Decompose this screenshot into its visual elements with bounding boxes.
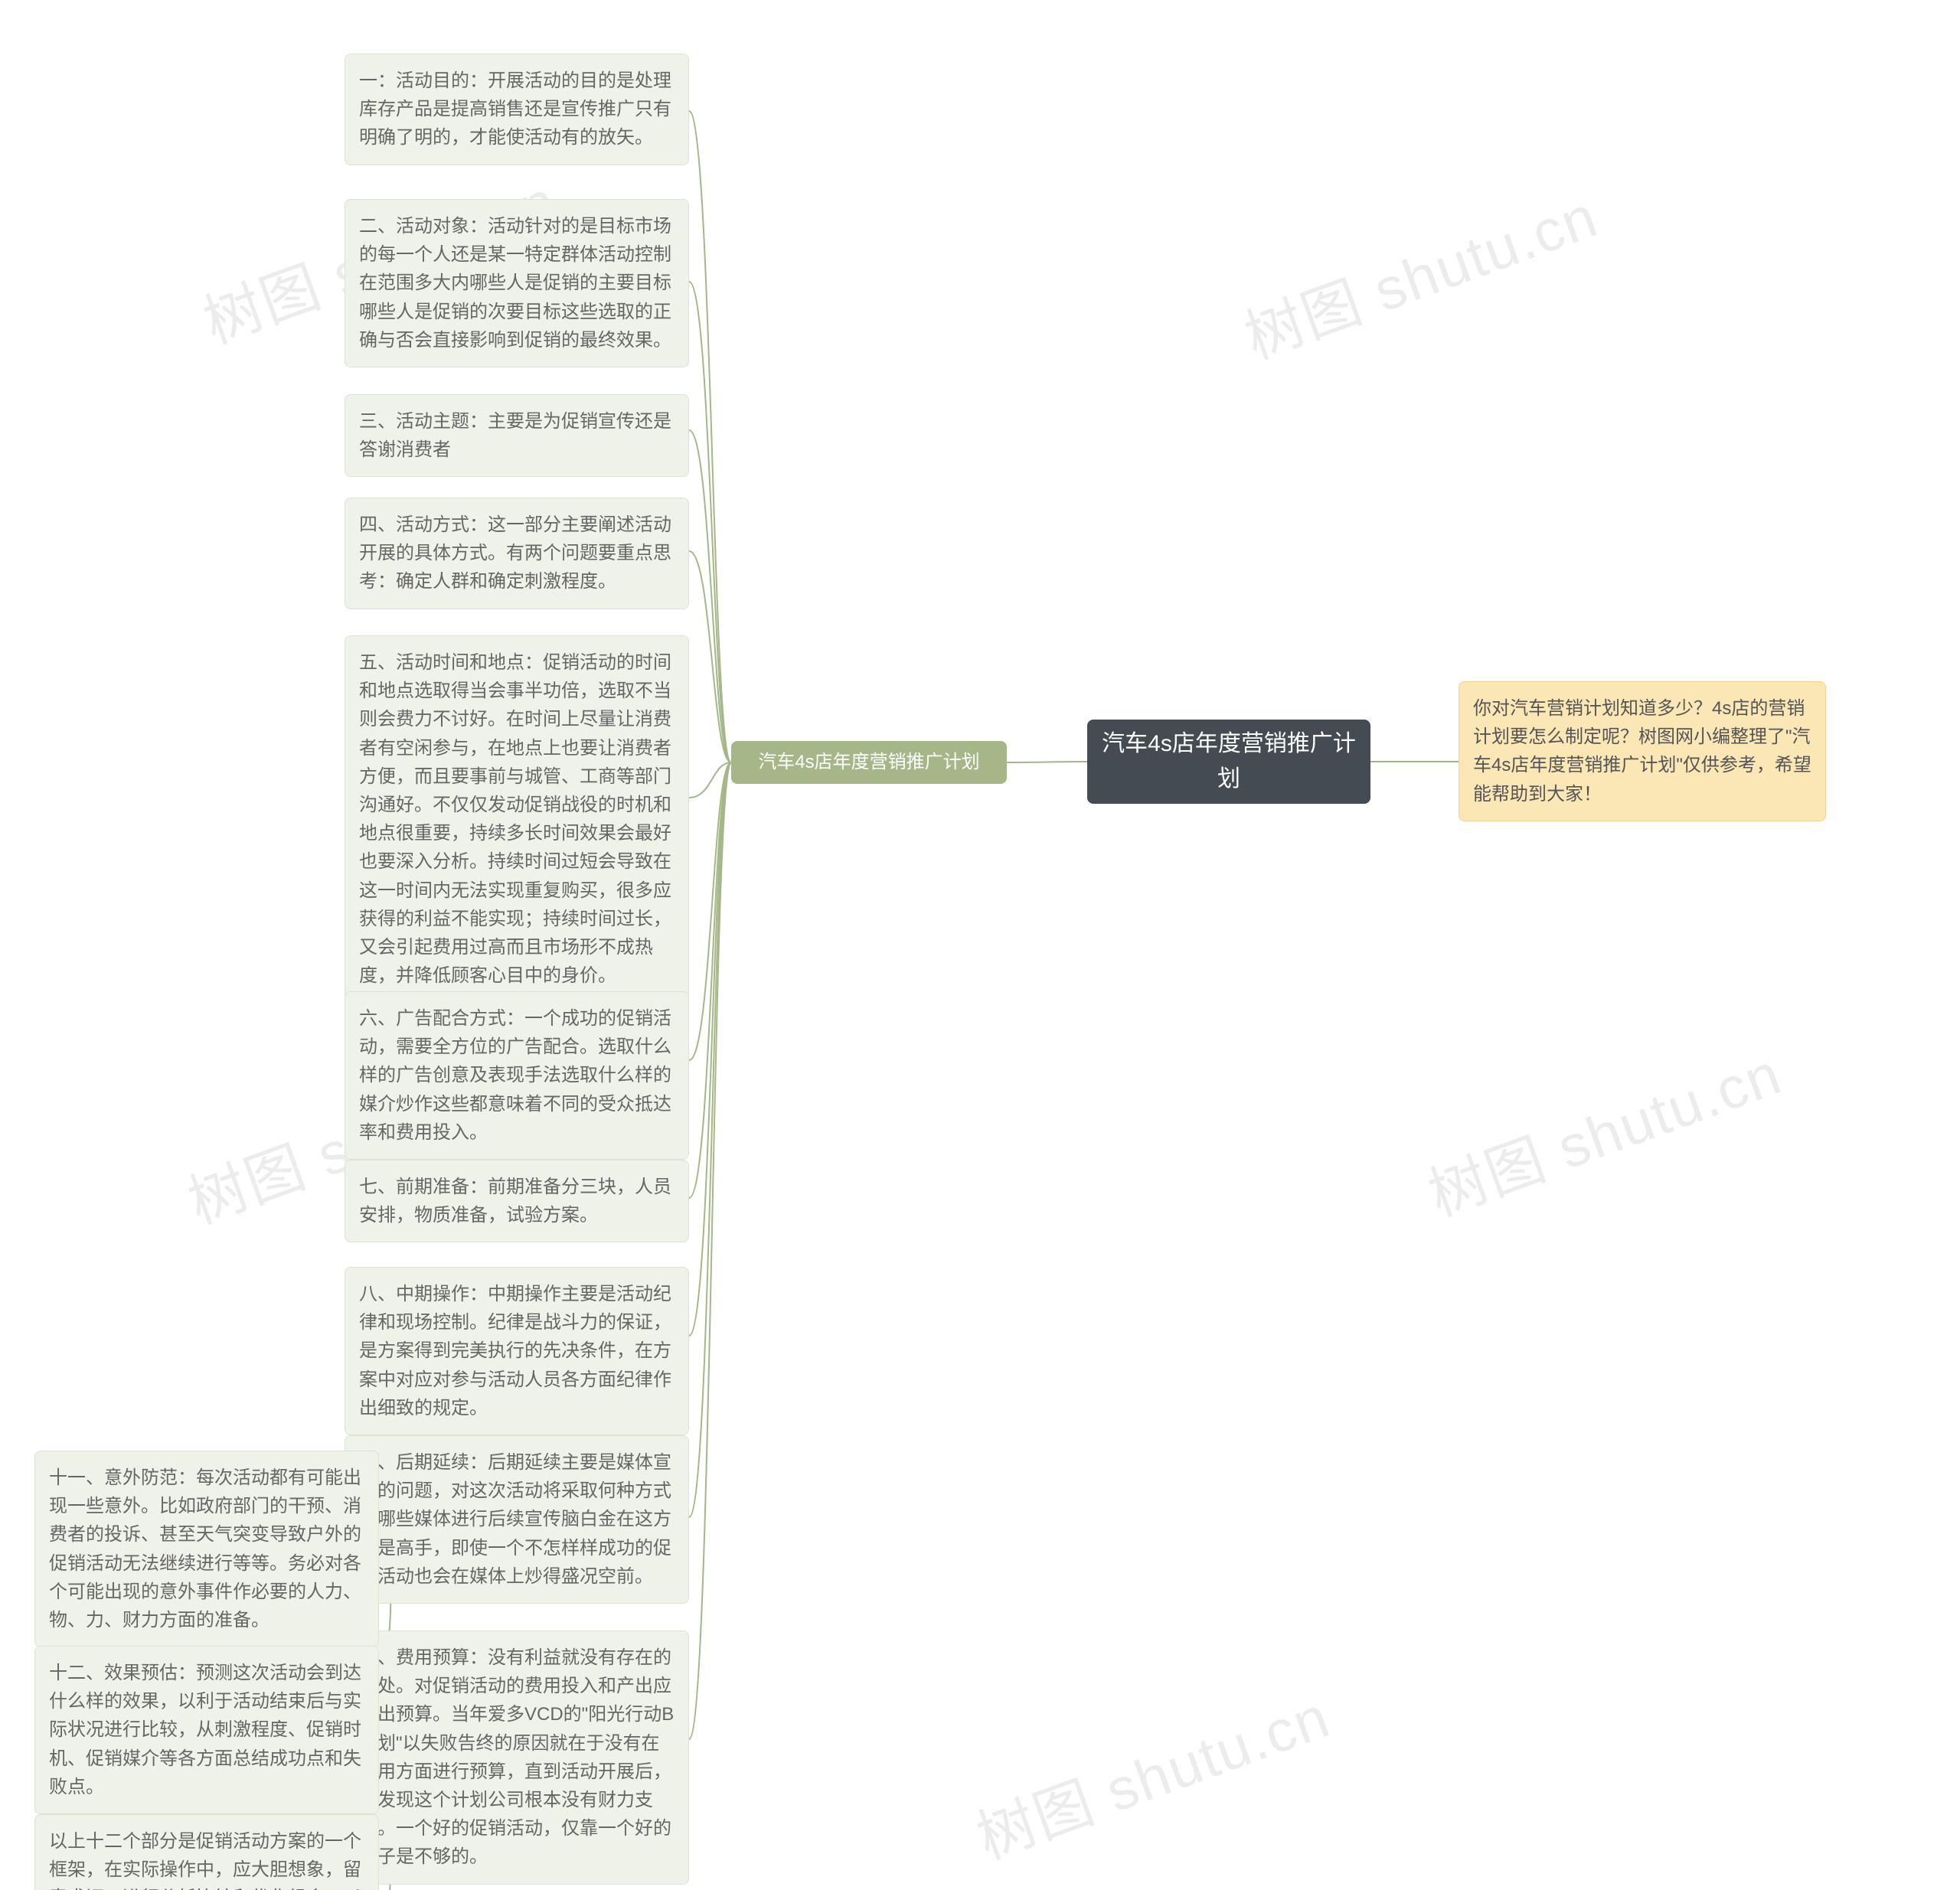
leaf-node[interactable]: 五、活动时间和地点：促销活动的时间和地点选取得当会事半功倍，选取不当则会费力不讨… bbox=[345, 635, 689, 1003]
leaf-node[interactable]: 十、费用预算：没有利益就没有存在的好处。对促销活动的费用投入和产出应作出预算。当… bbox=[345, 1630, 689, 1885]
leaf-text: 十一、意外防范：每次活动都有可能出现一些意外。比如政府部门的干预、消费者的投诉、… bbox=[49, 1467, 361, 1630]
intro-node[interactable]: 你对汽车营销计划知道多少？4s店的营销计划要怎么制定呢？树图网小编整理了"汽车4… bbox=[1459, 681, 1826, 821]
leaf-node[interactable]: 十一、意外防范：每次活动都有可能出现一些意外。比如政府部门的干预、消费者的投诉、… bbox=[34, 1451, 379, 1647]
leaf-text: 六、广告配合方式：一个成功的促销活动，需要全方位的广告配合。选取什么样的广告创意… bbox=[359, 1008, 671, 1143]
leaf-node[interactable]: 三、活动主题：主要是为促销宣传还是答谢消费者 bbox=[345, 394, 689, 477]
leaf-node[interactable]: 八、中期操作：中期操作主要是活动纪律和现场控制。纪律是战斗力的保证，是方案得到完… bbox=[345, 1267, 689, 1435]
leaf-node[interactable]: 十二、效果预估：预测这次活动会到达什么样的效果，以利于活动结束后与实际状况进行比… bbox=[34, 1646, 379, 1814]
leaf-node[interactable]: 一：活动目的：开展活动的目的是处理库存产品是提高销售还是宣传推广只有明确了明的，… bbox=[345, 54, 689, 165]
leaf-node[interactable]: 七、前期准备：前期准备分三块，人员安排，物质准备，试验方案。 bbox=[345, 1160, 689, 1242]
root-node[interactable]: 汽车4s店年度营销推广计划 bbox=[1087, 720, 1370, 804]
watermark: 树图 shutu.cn bbox=[1233, 172, 1611, 384]
leaf-text: 七、前期准备：前期准备分三块，人员安排，物质准备，试验方案。 bbox=[359, 1177, 671, 1226]
leaf-text: 九、后期延续：后期延续主要是媒体宣传的问题，对这次活动将采取何种方式在哪些媒体进… bbox=[359, 1452, 671, 1587]
leaf-node[interactable]: 九、后期延续：后期延续主要是媒体宣传的问题，对这次活动将采取何种方式在哪些媒体进… bbox=[345, 1435, 689, 1604]
leaf-text: 三、活动主题：主要是为促销宣传还是答谢消费者 bbox=[359, 411, 671, 460]
watermark: 树图 shutu.cn bbox=[1416, 1030, 1795, 1241]
leaf-text: 八、中期操作：中期操作主要是活动纪律和现场控制。纪律是战斗力的保证，是方案得到完… bbox=[359, 1284, 671, 1418]
root-label: 汽车4s店年度营销推广计划 bbox=[1101, 726, 1357, 798]
leaf-text: 一：活动目的：开展活动的目的是处理库存产品是提高销售还是宣传推广只有明确了明的，… bbox=[359, 70, 671, 148]
leaf-text: 十、费用预算：没有利益就没有存在的好处。对促销活动的费用投入和产出应作出预算。当… bbox=[359, 1647, 674, 1867]
watermark: 树图 shutu.cn bbox=[965, 1673, 1343, 1884]
leaf-node[interactable]: 四、活动方式：这一部分主要阐述活动开展的具体方式。有两个问题要重点思考：确定人群… bbox=[345, 498, 689, 609]
sub-node[interactable]: 汽车4s店年度营销推广计划 bbox=[731, 741, 1007, 784]
leaf-node[interactable]: 二、活动对象：活动针对的是目标市场的每一个人还是某一特定群体活动控制在范围多大内… bbox=[345, 199, 689, 367]
leaf-text: 以上十二个部分是促销活动方案的一个框架，在实际操作中，应大胆想象，留意求证，进行… bbox=[49, 1831, 361, 1890]
sub-label: 汽车4s店年度营销推广计划 bbox=[758, 748, 979, 776]
leaf-text: 十二、效果预估：预测这次活动会到达什么样的效果，以利于活动结束后与实际状况进行比… bbox=[49, 1663, 361, 1797]
leaf-node[interactable]: 以上十二个部分是促销活动方案的一个框架，在实际操作中，应大胆想象，留意求证，进行… bbox=[34, 1814, 379, 1890]
leaf-text: 四、活动方式：这一部分主要阐述活动开展的具体方式。有两个问题要重点思考：确定人群… bbox=[359, 514, 671, 592]
mindmap-canvas: 树图 shutu.cn 树图 shutu.cn 树图 shutu.cn 树图 s… bbox=[0, 0, 1960, 1890]
leaf-text: 二、活动对象：活动针对的是目标市场的每一个人还是某一特定群体活动控制在范围多大内… bbox=[359, 216, 671, 351]
leaf-node[interactable]: 六、广告配合方式：一个成功的促销活动，需要全方位的广告配合。选取什么样的广告创意… bbox=[345, 991, 689, 1160]
leaf-text: 五、活动时间和地点：促销活动的时间和地点选取得当会事半功倍，选取不当则会费力不讨… bbox=[359, 652, 671, 986]
intro-text: 你对汽车营销计划知道多少？4s店的营销计划要怎么制定呢？树图网小编整理了"汽车4… bbox=[1473, 698, 1811, 805]
